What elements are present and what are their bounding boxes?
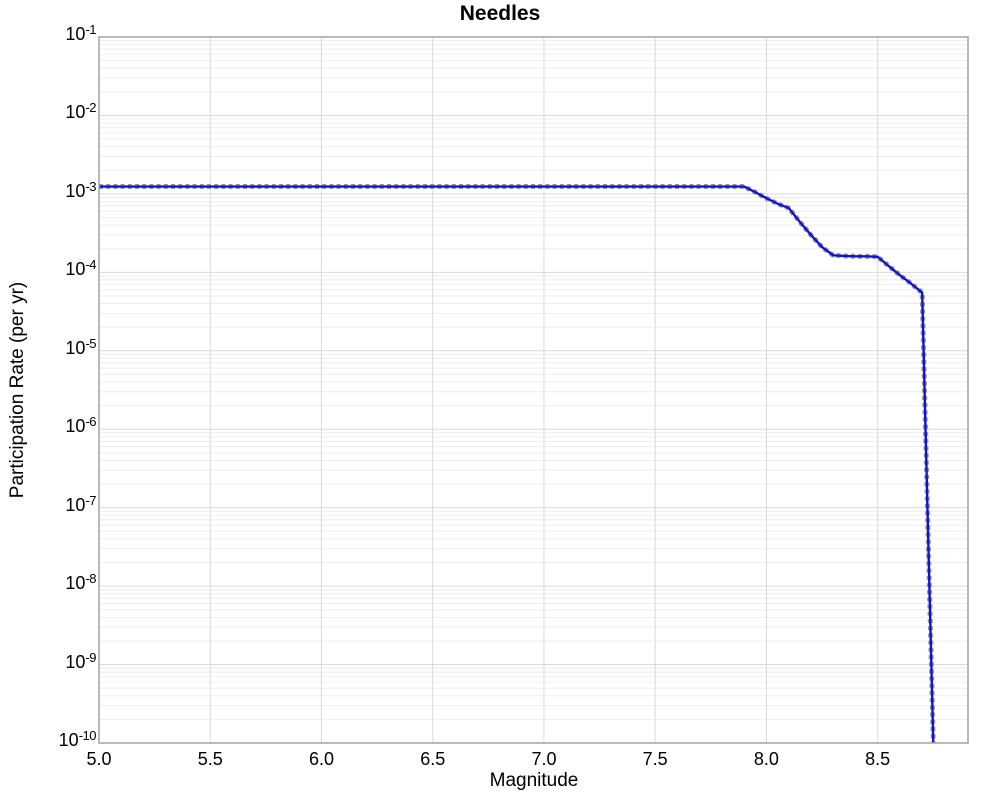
y-tick-label: 10-6 — [65, 414, 96, 437]
x-axis-title: Magnitude — [489, 770, 579, 791]
x-tick-label: 6.5 — [420, 749, 446, 769]
y-tick-label: 10-3 — [65, 178, 96, 201]
x-tick-label: 6.0 — [308, 749, 334, 769]
series-line — [99, 185, 935, 744]
plot-frame — [98, 36, 969, 744]
series-line-dashed — [99, 184, 936, 744]
x-tick-label: 7.5 — [642, 749, 668, 769]
y-tick-label: 10-7 — [65, 492, 96, 515]
y-tick-label: 10-1 — [65, 22, 96, 44]
x-tick-label: 5.0 — [86, 749, 112, 769]
y-tick-label: 10-4 — [65, 257, 96, 280]
y-tick-label: 10-9 — [65, 649, 96, 672]
y-tick-label: 10-8 — [65, 571, 96, 594]
y-tick-label: 10-5 — [65, 335, 96, 358]
chart-title: Needles — [459, 2, 541, 25]
x-tick-label: 5.5 — [197, 749, 223, 769]
y-tick-label: 10-2 — [65, 100, 96, 123]
y-tick-label: 10-10 — [58, 728, 97, 750]
x-tick-label: 7.0 — [531, 749, 557, 769]
x-tick-label: 8.0 — [753, 749, 779, 769]
x-tick-label: 8.5 — [865, 749, 891, 769]
